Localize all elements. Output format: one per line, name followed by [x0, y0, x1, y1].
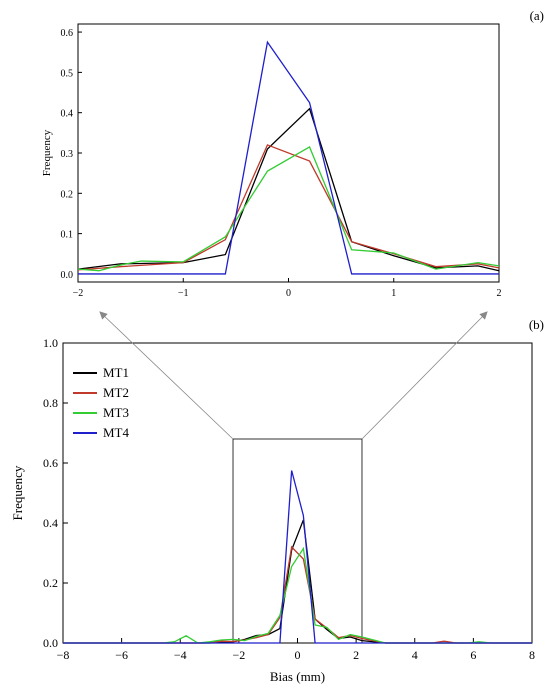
x-axis-title-b: Bias (mm)	[270, 669, 325, 684]
y-tick-label-b: 0.0	[43, 636, 58, 650]
y-tick-label-a: 0.4	[61, 109, 74, 120]
x-tick-label-b: −2	[232, 648, 245, 662]
series-line-b-4	[63, 470, 532, 644]
y-tick-label-b: 0.2	[43, 576, 58, 590]
series-line-a-1	[77, 107, 500, 272]
series-line-a-3	[77, 146, 500, 272]
x-tick-label-a: −2	[73, 288, 84, 299]
y-tick-label-a: 0.3	[61, 149, 74, 160]
zoom-connectors	[99, 311, 488, 440]
y-tick-label-a: 0.1	[61, 230, 74, 241]
y-tick-label-a: 0.0	[61, 270, 74, 281]
connector-arrow-left	[99, 311, 234, 440]
panel-b-chart: −8 −6 −4 −2 0 2 4 6 8 0.0 0.2 0.4 0.6 0.8 1.0 Frequency…	[10, 317, 544, 684]
legend-entry-mt4: MT4	[103, 425, 130, 440]
y-tick-label-b: 0.8	[43, 396, 58, 410]
series-line-b-3	[63, 546, 532, 644]
panel-label-b: (b)	[529, 317, 544, 332]
x-tick-label-a: 1	[391, 288, 396, 299]
legend-entry-mt3: MT3	[103, 405, 129, 420]
x-tick-label-a: −1	[178, 288, 189, 299]
connector-arrow-right	[361, 311, 488, 440]
x-tick-label-b: 4	[412, 648, 418, 662]
legend-entry-mt2: MT2	[103, 385, 129, 400]
legend-entry-mt1: MT1	[103, 365, 129, 380]
panel-a-chart: −2 −1 0 1 2 0.0 0.1 0.2 0.3 0.4 0.5 0.6 Frequency (a)	[41, 8, 544, 299]
series-line-b-2	[63, 545, 532, 644]
series-line-a-2	[77, 144, 500, 271]
y-tick-label-a: 0.2	[61, 189, 74, 200]
x-tick-label-b: −6	[115, 648, 128, 662]
x-tick-label-b: 8	[529, 648, 535, 662]
x-tick-label-a: 0	[286, 288, 291, 299]
panel-label-a: (a)	[530, 8, 544, 23]
series-line-b-1	[63, 519, 532, 644]
x-tick-label-a: 2	[497, 288, 502, 299]
x-tick-label-b: 2	[353, 648, 359, 662]
y-axis-title-b: Frequency	[10, 465, 25, 520]
zoom-box	[232, 438, 363, 644]
y-tick-label-b: 1.0	[43, 336, 58, 350]
y-tick-label-b: 0.6	[43, 456, 58, 470]
y-tick-label-b: 0.4	[43, 516, 58, 530]
series-line-a-4	[78, 40, 499, 275]
x-tick-label-b: 0	[295, 648, 301, 662]
x-tick-label-b: 6	[470, 648, 476, 662]
x-tick-label-b: −8	[57, 648, 70, 662]
y-tick-label-a: 0.5	[61, 68, 74, 79]
x-tick-label-b: −4	[174, 648, 187, 662]
y-axis-title-a: Frequency	[41, 129, 53, 176]
y-tick-label-a: 0.6	[61, 28, 74, 39]
